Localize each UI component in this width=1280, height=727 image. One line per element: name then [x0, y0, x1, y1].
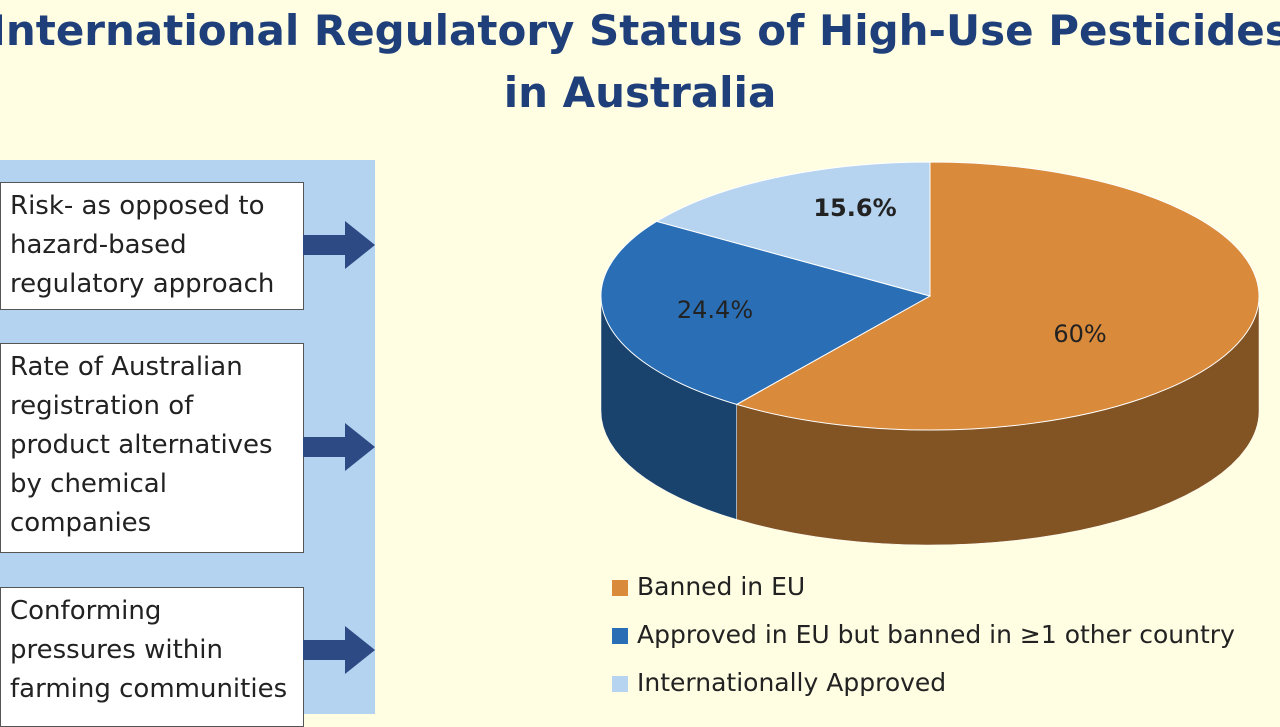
slice	[655, 161, 931, 297]
legend-label: Approved in EU but banned in ≥1 other co…	[637, 620, 1235, 649]
legend-swatch	[612, 628, 628, 644]
legend-swatch	[612, 676, 628, 692]
slice	[735, 161, 1260, 431]
slice	[600, 220, 932, 405]
data-label: 15.6%	[813, 194, 896, 222]
factor-box: Conforming pressures within farming comm…	[0, 587, 304, 727]
arrow	[303, 423, 375, 471]
data-label: 24.4%	[677, 296, 753, 324]
title: International Regulatory Status of High-…	[0, 6, 1280, 117]
arrow	[303, 221, 375, 269]
arrow	[303, 626, 375, 674]
data-label: 60%	[1053, 320, 1106, 348]
factor-box: Rate of Australian registration of produ…	[0, 343, 304, 553]
legend-label: Banned in EU	[637, 572, 805, 601]
legend-label: Internationally Approved	[637, 668, 946, 697]
legend-swatch	[612, 580, 628, 596]
